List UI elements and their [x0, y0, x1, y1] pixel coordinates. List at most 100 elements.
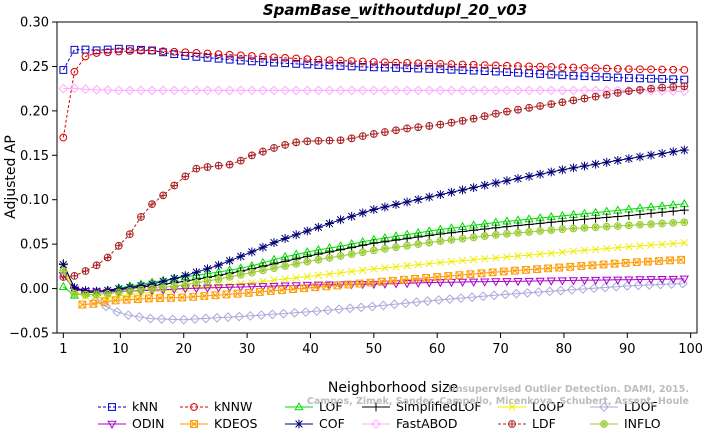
- point-knnw-1: [70, 67, 79, 76]
- point-cof-44: [546, 167, 556, 177]
- point-fastabod-34: [435, 85, 446, 96]
- point-knn-12: [192, 52, 201, 61]
- point-inflo-1: [70, 289, 79, 298]
- point-fastabod-9: [158, 85, 169, 96]
- point-knn-33: [425, 64, 434, 73]
- legend-label-simplifiedlof: SimplifiedLOF: [396, 399, 482, 414]
- point-ldof-21: [322, 305, 333, 316]
- point-ldf-38: [480, 112, 489, 121]
- point-fastabod-26: [346, 85, 357, 96]
- point-kdeos-3: [111, 296, 120, 305]
- point-knn-20: [281, 59, 290, 68]
- point-knnw-25: [336, 56, 345, 65]
- point-knn-39: [491, 67, 500, 76]
- point-kdeos-15: [244, 288, 253, 297]
- point-knn-36: [458, 66, 467, 75]
- series-kdeos: [78, 255, 686, 309]
- point-kdeos-37: [488, 268, 497, 277]
- legend-label-ldof: LDOF: [624, 399, 658, 414]
- point-fastabod-27: [357, 85, 368, 96]
- point-inflo-35: [447, 236, 456, 244]
- point-ldof-47: [611, 281, 622, 292]
- point-ldf-22: [303, 137, 312, 146]
- point-cof-14: [214, 260, 223, 270]
- point-odin-44: [546, 277, 556, 286]
- legend-item-loop: LoOP: [498, 399, 564, 414]
- point-ldf-31: [403, 124, 411, 133]
- point-inflo-44: [547, 226, 556, 234]
- point-odin-47: [579, 277, 590, 286]
- x-tick-label-60: 60: [429, 342, 446, 357]
- point-odin-54: [657, 275, 667, 285]
- point-inflo-36: [458, 234, 467, 243]
- point-inflo-8: [148, 284, 156, 293]
- point-simplifiedlof-53: [646, 208, 656, 218]
- point-ldof-28: [400, 298, 411, 309]
- point-ldof-46: [600, 282, 611, 293]
- point-inflo-41: [514, 229, 522, 237]
- point-fastabod-7: [136, 85, 146, 96]
- point-cof-27: [358, 208, 368, 218]
- point-ldf-12: [192, 164, 201, 173]
- point-ldf-27: [358, 132, 367, 140]
- point-fastabod-41: [513, 85, 523, 96]
- legend-label-knnw: kNNW: [214, 399, 252, 414]
- point-odin-50: [613, 276, 623, 285]
- point-kdeos-40: [522, 266, 530, 274]
- point-ldof-43: [566, 284, 577, 295]
- point-kdeos-11: [200, 292, 209, 300]
- point-cof-10: [169, 274, 179, 283]
- point-cof-20: [280, 234, 290, 243]
- plot-frame: [56, 21, 698, 334]
- point-knnw-27: [358, 57, 367, 66]
- point-fastabod-16: [235, 85, 246, 96]
- point-loop-44: [547, 249, 556, 257]
- point-inflo-42: [525, 228, 533, 236]
- y-tick-label-7: 0.30: [20, 16, 49, 31]
- point-simplifiedlof-29: [380, 237, 390, 247]
- point-knn-19: [270, 58, 278, 67]
- point-kdeos-54: [677, 255, 686, 264]
- legend-item-knn: kNN: [98, 399, 158, 414]
- point-knn-37: [469, 66, 478, 75]
- point-knnw-0: [59, 133, 68, 142]
- point-loop-32: [414, 260, 422, 269]
- y-tick-label-1: 0.00: [20, 282, 49, 297]
- point-ldf-30: [392, 126, 400, 135]
- point-simplifiedlof-45: [557, 216, 567, 226]
- point-kdeos-25: [355, 279, 364, 288]
- point-ldof-49: [633, 280, 644, 291]
- watermark-line-1: Unsupervised Outlier Detection. DAMI, 20…: [448, 384, 689, 395]
- point-odin-39: [491, 278, 501, 287]
- series-inflo: [59, 218, 689, 299]
- point-ldf-1: [70, 272, 79, 280]
- point-inflo-10: [170, 282, 179, 290]
- series-knn: [59, 44, 689, 84]
- point-knn-23: [314, 61, 323, 69]
- point-kdeos-17: [266, 287, 275, 295]
- point-fastabod-35: [446, 85, 457, 96]
- point-inflo-21: [292, 260, 301, 268]
- point-ldf-35: [447, 118, 456, 127]
- point-fastabod-37: [468, 85, 479, 96]
- point-cof-13: [203, 264, 212, 274]
- point-knn-53: [647, 74, 655, 83]
- point-ldof-15: [256, 310, 267, 321]
- point-cof-53: [646, 150, 656, 160]
- point-knn-43: [536, 70, 545, 78]
- point-knnw-39: [491, 61, 500, 70]
- point-ldof-7: [167, 314, 178, 325]
- point-ldf-24: [325, 136, 334, 145]
- point-ldf-33: [425, 122, 434, 130]
- point-loop-23: [314, 271, 323, 279]
- point-cof-17: [247, 247, 257, 257]
- point-knnw-3: [92, 49, 101, 57]
- point-cof-12: [192, 267, 201, 277]
- point-fastabod-18: [258, 85, 268, 96]
- point-kdeos-29: [400, 275, 408, 284]
- point-knnw-10: [170, 47, 179, 56]
- point-simplifiedlof-48: [591, 213, 601, 223]
- series-ldf: [59, 82, 689, 281]
- point-ldof-29: [411, 297, 422, 308]
